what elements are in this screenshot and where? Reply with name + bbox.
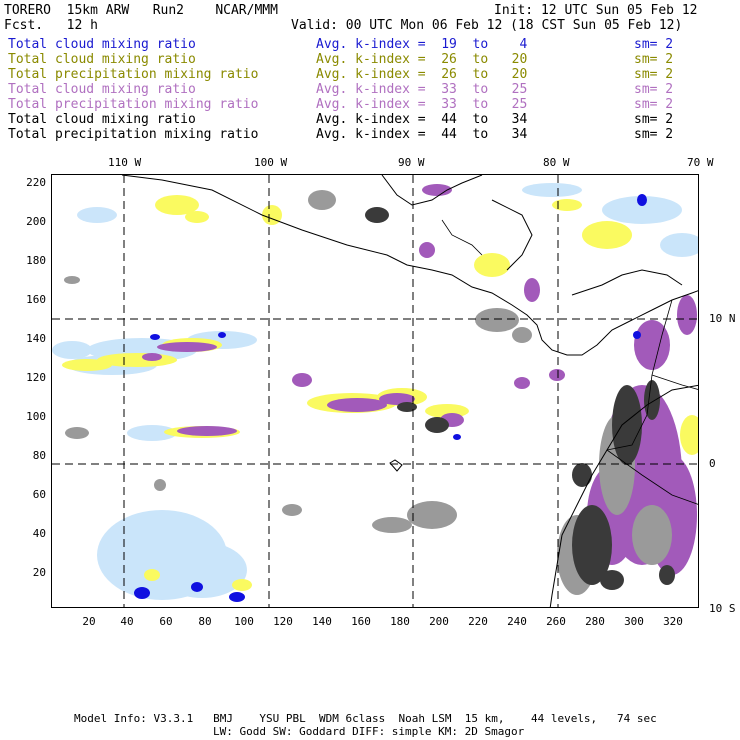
lat-lon-grid (52, 175, 698, 607)
lat-label: 10 S (709, 602, 736, 615)
x-tick: 20 (82, 615, 95, 628)
x-tick: 100 (234, 615, 254, 628)
legend-sm: sm= 2 (634, 82, 674, 97)
legend-field: Total cloud mixing ratio (8, 82, 196, 97)
legend-index: Avg. k-index = 26 to 20 (316, 67, 528, 82)
x-tick: 40 (120, 615, 133, 628)
forecast-hour: Fcst. 12 h (4, 18, 98, 33)
legend-field: Total cloud mixing ratio (8, 52, 196, 67)
lon-label: 110 W (108, 156, 141, 169)
lat-label: 0 (709, 457, 716, 470)
blue-cloud-areas (134, 194, 647, 602)
legend-sm: sm= 2 (634, 52, 674, 67)
y-tick: 60 (33, 488, 46, 501)
lon-label: 70 W (687, 156, 714, 169)
y-tick: 120 (26, 371, 46, 384)
model-info: Model Info: V3.3.1 BMJ YSU PBL WDM 6clas… (74, 712, 657, 725)
country-borders (441, 219, 698, 505)
legend-sm: sm= 2 (634, 97, 674, 112)
x-axis-ticks: 20 40 60 80 100 120 140 160 180 200 220 … (82, 615, 683, 628)
legend-field: Total precipitation mixing ratio (8, 67, 259, 82)
legend-index: Avg. k-index = 26 to 20 (316, 52, 528, 67)
model-title: TORERO 15km ARW Run2 NCAR/MMM (4, 3, 278, 18)
x-tick: 120 (273, 615, 293, 628)
x-tick: 280 (585, 615, 605, 628)
x-tick: 220 (468, 615, 488, 628)
y-axis-ticks: 220 200 180 160 140 120 100 80 60 40 20 (26, 176, 46, 579)
x-tick: 80 (198, 615, 211, 628)
legend-index: Avg. k-index = 44 to 34 (316, 127, 528, 142)
coastlines (121, 175, 698, 607)
x-tick: 200 (429, 615, 449, 628)
lon-label: 100 W (254, 156, 287, 169)
legend-index: Avg. k-index = 33 to 25 (316, 82, 528, 97)
map-panel (51, 174, 699, 608)
legend-field: Total precipitation mixing ratio (8, 127, 259, 142)
legend-field: Total cloud mixing ratio (8, 112, 196, 127)
model-physics: LW: Godd SW: Goddard DIFF: simple KM: 2D… (213, 725, 525, 738)
legend-sm: sm= 2 (634, 112, 674, 127)
lon-label: 80 W (543, 156, 570, 169)
x-tick: 320 (663, 615, 683, 628)
y-tick: 20 (33, 566, 46, 579)
y-tick: 40 (33, 527, 46, 540)
y-tick: 140 (26, 332, 46, 345)
y-tick: 80 (33, 449, 46, 462)
legend-field: Total cloud mixing ratio (8, 37, 196, 52)
y-tick: 200 (26, 215, 46, 228)
valid-time: Valid: 00 UTC Mon 06 Feb 12 (18 CST Sun … (291, 18, 683, 33)
lat-label: 10 N (709, 312, 736, 325)
x-tick: 300 (624, 615, 644, 628)
legend-field: Total precipitation mixing ratio (8, 97, 259, 112)
x-tick: 240 (507, 615, 527, 628)
legend-index: Avg. k-index = 44 to 34 (316, 112, 528, 127)
x-tick: 160 (351, 615, 371, 628)
y-tick: 160 (26, 293, 46, 306)
lon-label: 90 W (398, 156, 425, 169)
legend-index: Avg. k-index = 19 to 4 (316, 37, 528, 52)
legend-sm: sm= 2 (634, 37, 674, 52)
x-tick: 260 (546, 615, 566, 628)
x-tick: 60 (159, 615, 172, 628)
map-canvas (52, 175, 698, 607)
legend-sm: sm= 2 (634, 127, 674, 142)
x-tick: 180 (390, 615, 410, 628)
y-tick: 180 (26, 254, 46, 267)
legend-index: Avg. k-index = 33 to 25 (316, 97, 528, 112)
y-tick: 220 (26, 176, 46, 189)
x-tick: 140 (312, 615, 332, 628)
init-time: Init: 12 UTC Sun 05 Feb 12 (494, 3, 698, 18)
y-tick: 100 (26, 410, 46, 423)
legend-sm: sm= 2 (634, 67, 674, 82)
